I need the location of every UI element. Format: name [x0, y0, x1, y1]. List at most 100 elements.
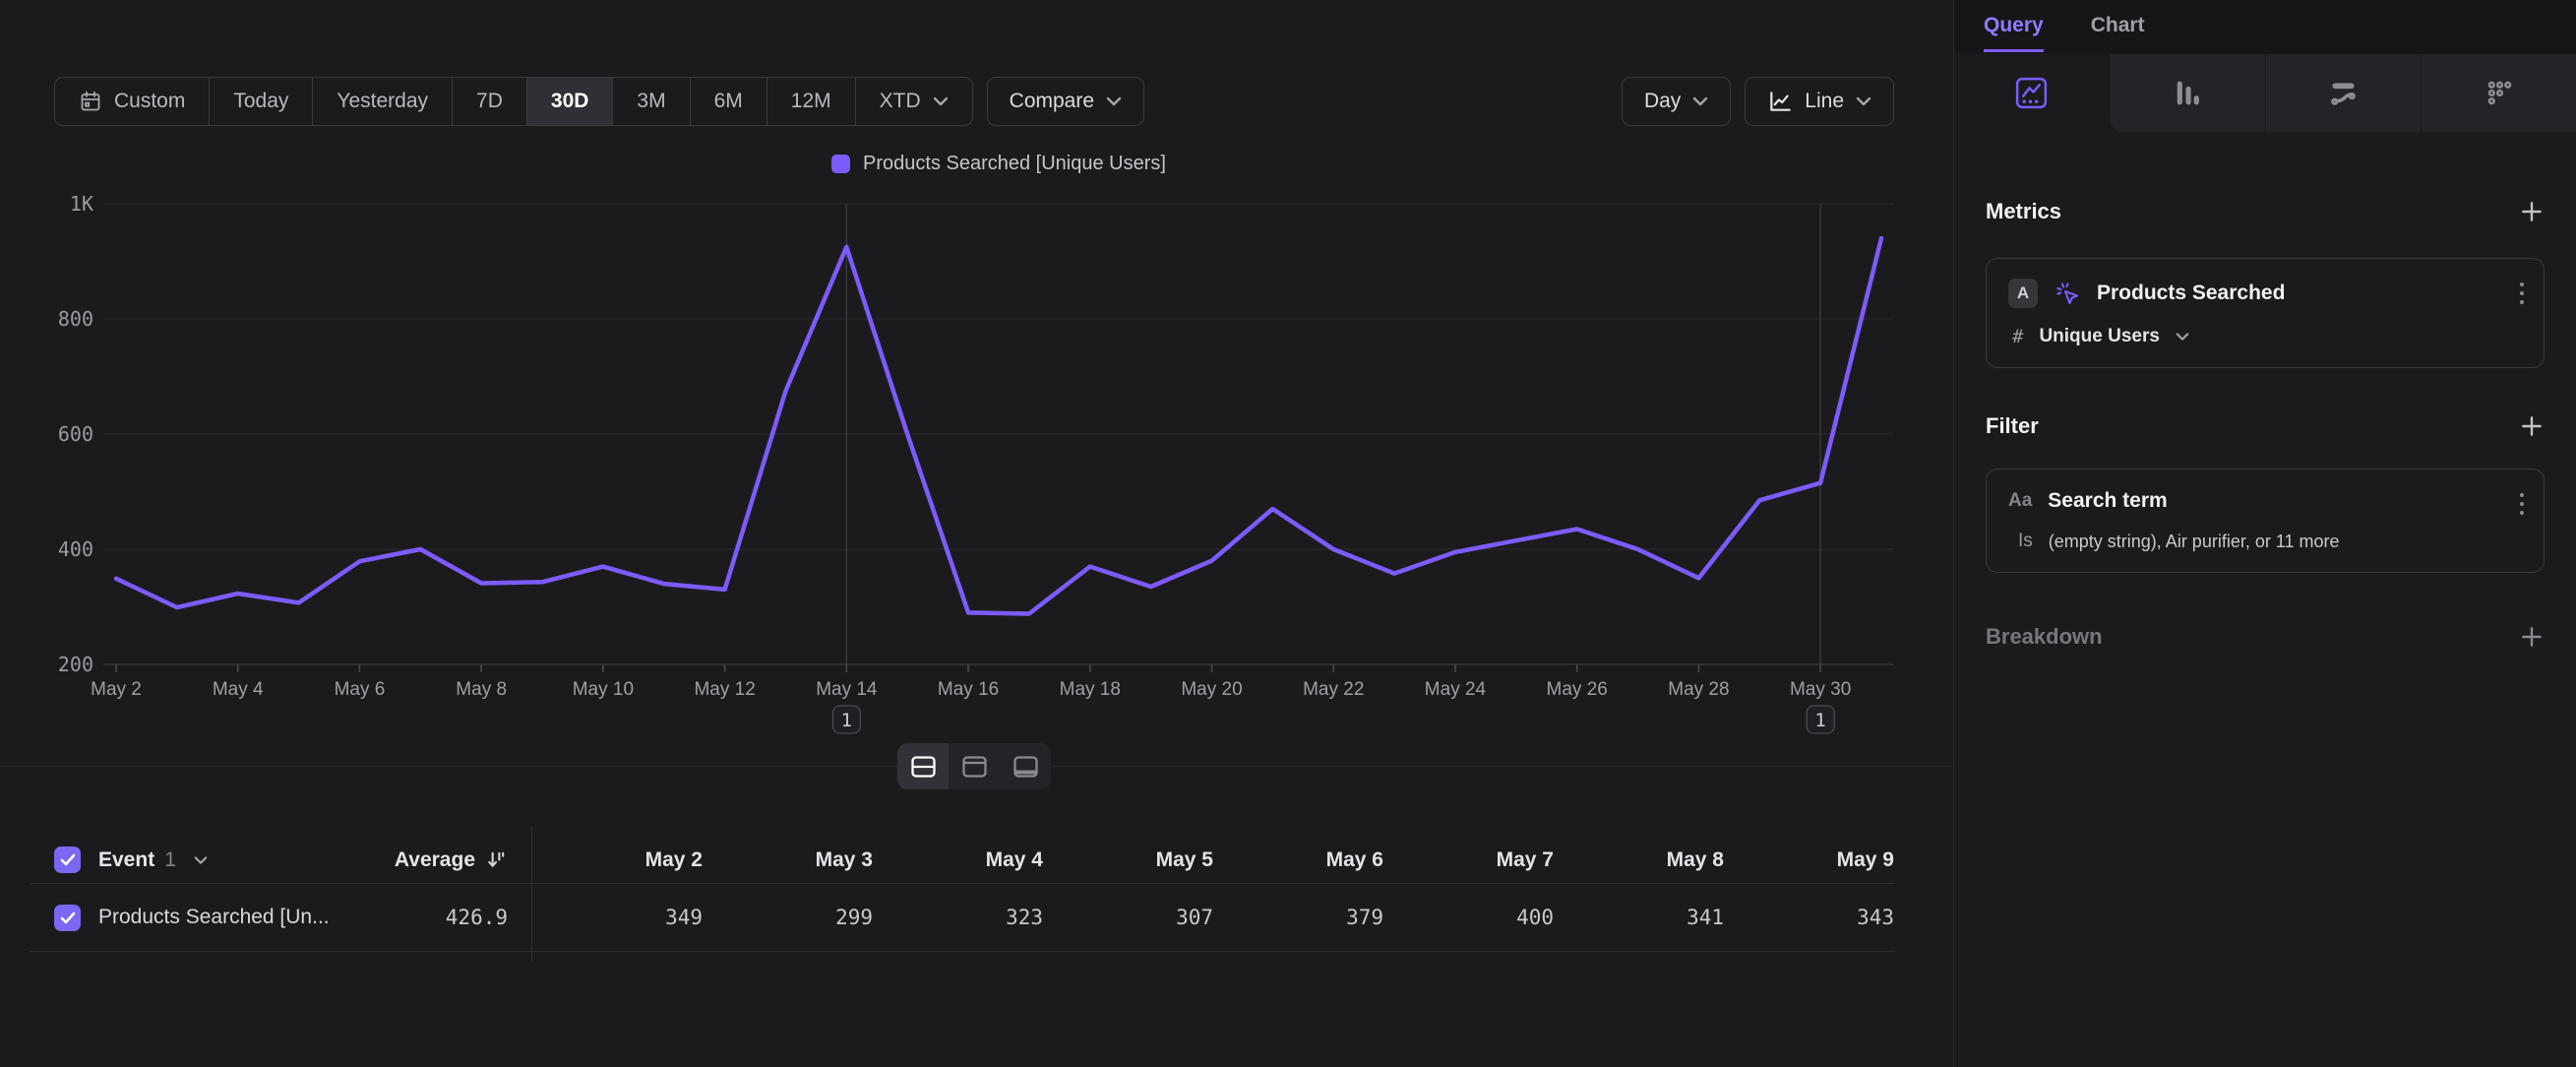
table-col-header: May 7 [1496, 847, 1554, 871]
y-axis-label: 400 [58, 537, 93, 561]
filter-heading: Filter [1986, 413, 2039, 438]
x-axis-label: May 4 [213, 679, 264, 700]
sort-descending-icon [488, 851, 505, 867]
table-col-header: May 2 [644, 847, 703, 871]
annotation-badge-label: 1 [1814, 710, 1825, 731]
bar-chart-icon [2177, 81, 2200, 105]
chevron-down-icon[interactable] [194, 855, 208, 865]
range-yesterday[interactable]: Yesterday [313, 78, 454, 125]
x-axis-label: May 26 [1547, 679, 1608, 700]
check-icon [60, 911, 75, 923]
range-3m[interactable]: 3M [613, 78, 691, 125]
range-today[interactable]: Today [210, 78, 314, 125]
filter-property-name[interactable]: Search term [2048, 489, 2168, 512]
layout-toggle [897, 743, 1051, 789]
tab-bar-chart[interactable] [2109, 54, 2265, 132]
grid-dots-icon [2487, 81, 2512, 105]
sidebar-content: Metrics A Products Searched [1954, 199, 2576, 650]
chevron-down-icon [2176, 333, 2189, 341]
table-col-header: May 6 [1325, 847, 1383, 871]
line-chart-svg: 200 400 600 800 1K May 2 May 4 May 6 May 8 May 10… [58, 192, 1894, 734]
x-axis-label: May 16 [938, 679, 999, 700]
date-range-segmented-control: Custom Today Yesterday 7D 30D 3M 6M 12M XTD [54, 77, 973, 126]
x-axis-label: May 22 [1303, 679, 1364, 700]
range-6m[interactable]: 6M [691, 78, 767, 125]
split-view-icon [910, 755, 936, 778]
filter-card[interactable]: Aa Search term Is (empty string), Air pu… [1986, 469, 2545, 573]
annotation-badge[interactable] [1806, 705, 1835, 734]
add-breakdown-button[interactable] [2519, 624, 2545, 650]
x-axis-label: May 2 [91, 679, 142, 700]
range-label: Yesterday [337, 90, 429, 112]
line-chart[interactable]: 200 400 600 800 1K May 2 May 4 May 6 May 8 May 10… [0, 187, 1953, 763]
x-axis-label: May 18 [1060, 679, 1121, 700]
event-column-label: Event [98, 847, 155, 871]
split-view-button[interactable] [897, 743, 949, 789]
range-custom[interactable]: Custom [55, 78, 211, 125]
chevron-down-icon [933, 96, 948, 106]
tab-flows[interactable] [2264, 54, 2421, 132]
metrics-section-header: Metrics [1986, 199, 2545, 224]
x-axis-label: May 6 [335, 679, 386, 700]
chart-type-button[interactable]: Line [1745, 77, 1894, 126]
y-axis-label: 200 [58, 653, 93, 676]
y-axis-label: 800 [58, 307, 93, 331]
table-view-button[interactable] [1000, 743, 1051, 789]
metrics-heading: Metrics [1986, 199, 2062, 223]
chevron-down-icon [1693, 96, 1708, 106]
chart-legend: Products Searched [Unique Users] [103, 153, 1894, 175]
annotation-badge[interactable] [831, 705, 861, 734]
table-col-header: May 4 [985, 847, 1043, 871]
x-axis-label: May 8 [456, 679, 507, 700]
x-axis-label: May 28 [1668, 679, 1729, 700]
table-cell-value: 349 [665, 906, 703, 929]
calendar-icon [81, 91, 100, 111]
table-row[interactable]: Products Searched [Un... 426.9 349 299 323… [30, 884, 1895, 952]
select-all-checkbox[interactable] [54, 847, 81, 873]
filter-section-header: Filter [1986, 413, 2545, 439]
filter-options-menu[interactable] [2520, 493, 2524, 515]
granularity-label: Day [1643, 90, 1682, 112]
metric-options-menu[interactable] [2520, 282, 2524, 304]
range-label: 3M [637, 90, 666, 112]
metric-name[interactable]: Products Searched [2097, 282, 2286, 304]
range-label: Today [233, 90, 289, 112]
compare-label: Compare [1009, 90, 1095, 112]
tab-chart[interactable]: Chart [2090, 14, 2145, 36]
table-cell-value: 341 [1687, 906, 1724, 929]
range-12m[interactable]: 12M [767, 78, 856, 125]
compare-button[interactable]: Compare [986, 77, 1145, 126]
breakdown-heading: Breakdown [1986, 624, 2103, 649]
add-metric-button[interactable] [2519, 199, 2545, 224]
table-cell-value: 400 [1516, 906, 1554, 929]
chevron-down-icon [1856, 96, 1871, 106]
chart-type-tabbar [1954, 54, 2576, 132]
filter-operator[interactable]: Is [2018, 531, 2033, 551]
tab-metrics-grid[interactable] [2420, 54, 2576, 132]
x-axis-label: May 24 [1425, 679, 1487, 700]
check-icon [60, 853, 75, 866]
tab-query[interactable]: Query [1984, 14, 2044, 52]
table-cell-value: 299 [835, 906, 873, 929]
x-axis-label: May 10 [573, 679, 634, 700]
granularity-button[interactable]: Day [1621, 77, 1732, 126]
table-cell-value: 323 [1006, 906, 1043, 929]
average-column-header[interactable]: Average [335, 848, 508, 872]
y-axis-label: 600 [58, 422, 93, 446]
column-divider [531, 827, 532, 962]
tab-insights[interactable] [1954, 54, 2110, 132]
chart-view-button[interactable] [949, 743, 1000, 789]
filter-value[interactable]: (empty string), Air purifier, or 11 more [2048, 531, 2340, 551]
legend-label[interactable]: Products Searched [Unique Users] [863, 153, 1166, 174]
add-filter-button[interactable] [2519, 413, 2545, 439]
row-checkbox[interactable] [54, 904, 81, 931]
range-xtd[interactable]: XTD [856, 78, 972, 125]
string-property-icon: Aa [2008, 490, 2033, 511]
aggregation-selector[interactable]: Unique Users [2039, 326, 2160, 346]
metric-series-badge: A [2008, 279, 2038, 308]
range-30d[interactable]: 30D [526, 78, 614, 125]
range-7d[interactable]: 7D [453, 78, 527, 125]
metric-card[interactable]: A Products Searched # Unique Users [1986, 258, 2545, 368]
series-line[interactable] [113, 235, 1884, 616]
chevron-down-icon [1106, 96, 1122, 106]
